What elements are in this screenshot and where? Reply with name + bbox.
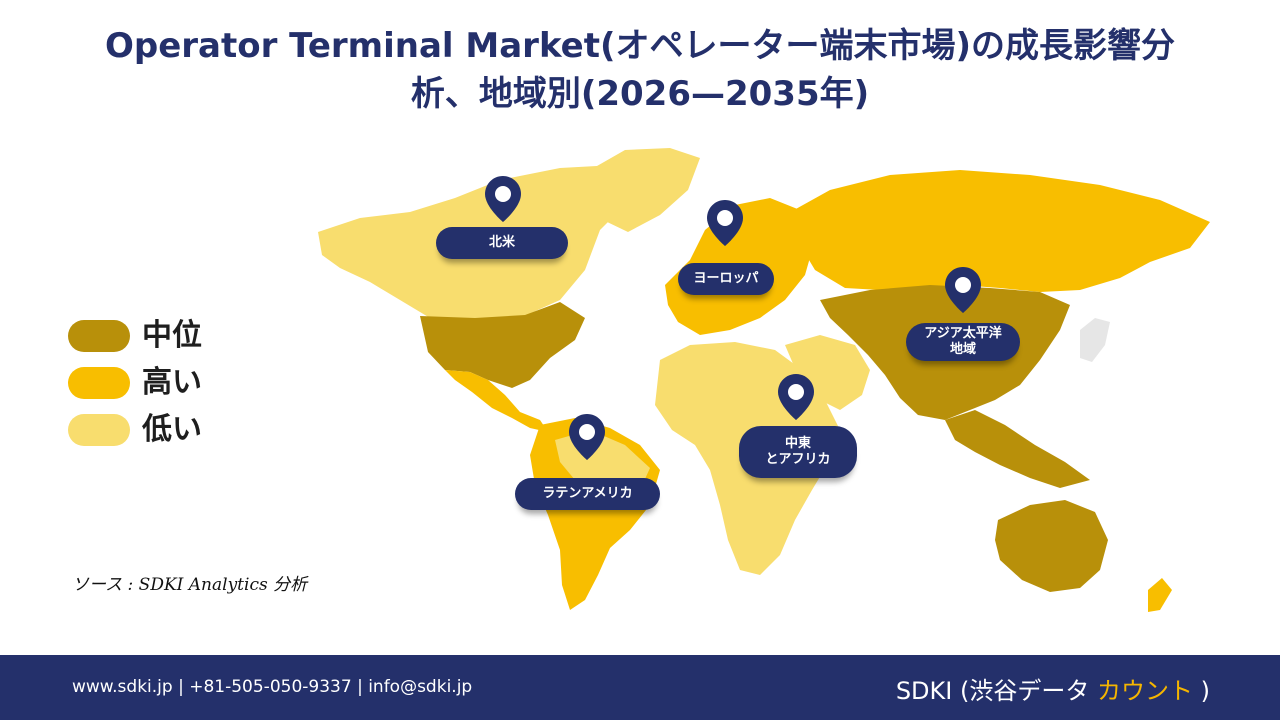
legend-label-mid: 中位 [142,318,202,353]
region-label-europe[interactable]: ヨーロッパ [678,263,774,295]
region-label-asia-pacific[interactable]: アジア太平洋 地域 [906,323,1020,361]
title-line-2: 析、地域別(2026—2035年) [410,74,870,114]
footer-bar: www.sdki.jp | +81-505-050-9337 | info@sd… [0,655,1280,720]
legend-item-mid: 中位 [68,318,202,354]
legend-label-low: 低い [142,412,202,447]
legend-label-high: 高い [142,365,202,400]
footer-brand-prefix: SDKI (渋谷データ [895,677,1090,705]
region-label-middle-east-africa-line1: 中東 [784,436,811,451]
region-label-north-america[interactable]: 北米 [436,227,568,259]
region-australia[interactable] [995,500,1108,592]
footer-contact[interactable]: www.sdki.jp | +81-505-050-9337 | info@sd… [72,677,473,697]
page-title: Operator Terminal Market(オペレーター端末市場)の成長影… [40,22,1240,118]
map-pin-icon[interactable] [775,372,817,422]
region-usa[interactable] [420,302,585,388]
map-pin-icon[interactable] [942,265,984,315]
region-new-zealand[interactable] [1148,578,1172,612]
region-label-middle-east-africa-line2: とアフリカ [765,452,831,467]
region-label-asia-pacific-line1: アジア太平洋 [924,326,1002,341]
legend-item-high: 高い [68,365,202,401]
title-line-1: Operator Terminal Market(オペレーター端末市場)の成長影… [104,26,1176,66]
legend-item-low: 低い [68,412,202,448]
footer-brand: SDKI (渋谷データ カウント ) [896,671,1210,706]
map-pin-icon[interactable] [482,174,524,224]
map-pin-icon[interactable] [704,198,746,248]
legend: 中位 高い 低い [68,318,202,459]
footer-brand-accent: カウント [1096,677,1193,705]
region-japan[interactable] [1080,318,1110,362]
legend-swatch-mid [68,320,130,352]
region-middle-east[interactable] [785,335,870,410]
region-mexico[interactable] [445,370,548,432]
footer-brand-suffix: ) [1200,677,1210,705]
source-note: ソース : SDKI Analytics 分析 [72,575,308,595]
region-russia[interactable] [785,170,1210,292]
legend-swatch-low [68,414,130,446]
region-greenland[interactable] [590,148,700,232]
legend-swatch-high [68,367,130,399]
region-label-asia-pacific-line2: 地域 [949,342,976,357]
region-label-middle-east-africa[interactable]: 中東 とアフリカ [739,426,857,478]
region-label-latin-america[interactable]: ラテンアメリカ [515,478,660,510]
region-southeast-asia[interactable] [945,410,1090,488]
map-pin-icon[interactable] [566,412,608,462]
